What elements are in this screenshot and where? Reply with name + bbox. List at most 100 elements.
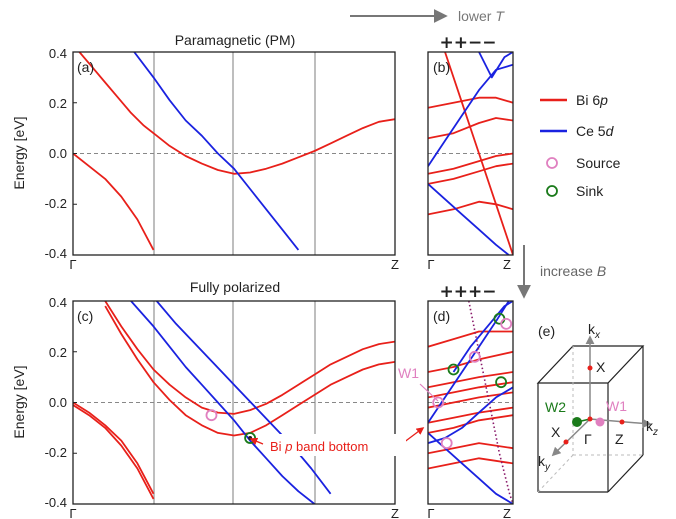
svg-text:Bi p band bottom: Bi p band bottom: [270, 439, 368, 454]
panel-c-xtick: Z: [391, 506, 399, 519]
bi-band: [78, 52, 395, 175]
panel-b-label: (b): [433, 59, 450, 75]
dotted-band: [468, 301, 513, 504]
ce-band: [452, 301, 513, 373]
panel-d: +++− Γ Z (d): [427, 282, 514, 519]
svg-text:Bi 6p: Bi 6p: [576, 92, 608, 108]
bi-band: [104, 305, 395, 437]
svg-text:increase B: increase B: [540, 263, 606, 279]
source-marker: [205, 409, 218, 422]
panel-c-label: (c): [77, 308, 93, 324]
legend-item-sink: Sink: [546, 183, 604, 199]
lower-t-var: T: [495, 8, 505, 24]
panel-b: ++−− Γ Z (b): [427, 33, 514, 272]
panel-b-xtick: Z: [503, 257, 511, 272]
w2-point: [572, 417, 582, 427]
axes-frame: [427, 51, 514, 256]
increase-b-var: B: [597, 263, 606, 279]
source-marker: [432, 396, 445, 409]
panel-a-label: (a): [77, 59, 94, 75]
bi-band: [428, 117, 513, 140]
bi-band: [428, 152, 513, 175]
w1-callout: W1: [398, 365, 439, 402]
source-marker: [468, 350, 481, 363]
legend-item-ce: Ce 5d: [540, 123, 615, 139]
ce-band: [156, 301, 332, 495]
svg-text:kx: kx: [588, 321, 601, 341]
bz-w1: W1: [606, 398, 627, 414]
legend: Bi 6p Ce 5d Source Sink: [540, 92, 621, 199]
bi-band: [428, 442, 513, 455]
w1-point: [595, 417, 605, 427]
brillouin-zone: (e) kx kz ky X X Z Γ W2 W1: [536, 321, 658, 493]
bi-band: [428, 406, 513, 424]
bz-z: Z: [615, 431, 624, 447]
sink-marker: [447, 363, 460, 376]
increase-b-indicator: increase B: [517, 245, 606, 299]
panel-c-ytick: -0.2: [45, 445, 67, 460]
bi-band: [73, 401, 155, 495]
panel-c-ytick: 0.2: [49, 345, 67, 360]
ky-axis: [551, 418, 591, 457]
lower-t-label: lower: [458, 8, 492, 24]
annotation-rest: band bottom: [296, 439, 368, 454]
w1-label: W1: [398, 365, 419, 381]
panel-a-ytick: 0.2: [49, 96, 67, 111]
bi-band: [73, 404, 155, 500]
legend-item-source: Source: [546, 155, 621, 171]
z-point: [619, 419, 625, 425]
svg-text:(e): (e): [538, 323, 555, 339]
annotation-italic: p: [284, 439, 292, 454]
ce-band: [478, 52, 513, 79]
panel-c-ylabel: Energy [eV]: [11, 365, 27, 438]
sink-marker: [495, 376, 508, 389]
bi-band: [73, 152, 155, 251]
panel-d-xtick: Γ: [427, 506, 434, 519]
ce-band: [428, 386, 513, 444]
bi-band: [428, 414, 513, 434]
x-left-point: [563, 439, 569, 445]
bz-gamma: Γ: [584, 431, 592, 447]
svg-text:kz: kz: [646, 418, 658, 438]
bi-band: [428, 457, 513, 470]
bi-band: [428, 200, 513, 216]
bi-band: [428, 162, 513, 185]
bi-band: [428, 350, 513, 373]
svg-text:Sink: Sink: [576, 183, 604, 199]
svg-text:Ce 5d: Ce 5d: [576, 123, 615, 139]
lower-t-indicator: lower T: [350, 8, 505, 24]
bz-x-left: X: [551, 424, 561, 440]
source-marker: [500, 317, 513, 330]
panel-d-xtick: Z: [503, 506, 511, 519]
panel-c-ytick: -0.4: [45, 495, 67, 510]
band-bottom-annotation: Bi p band bottom: [249, 427, 425, 456]
annotation-text: Bi: [270, 439, 282, 454]
panel-a-ylabel: Energy [eV]: [11, 116, 27, 189]
panel-b-signs: ++−−: [440, 33, 497, 53]
bz-w2: W2: [545, 399, 566, 415]
panel-c-ytick: 0.4: [49, 295, 67, 310]
gamma-point: [587, 416, 593, 422]
panel-d-label: (d): [433, 308, 450, 324]
x-top-point: [587, 365, 593, 371]
legend-item-bi: Bi 6p: [540, 92, 608, 108]
ce-band: [133, 52, 300, 251]
panel-a-xtick: Z: [391, 257, 399, 272]
axes-frame: [427, 300, 514, 505]
panel-a-ytick: -0.2: [45, 196, 67, 211]
panel-a-ytick: 0.0: [49, 146, 67, 161]
panel-a-ytick: 0.4: [49, 46, 67, 61]
panel-c: Fully polarized Energy [eV] 0.4 0.2 0.0 …: [11, 279, 399, 519]
bi-band: [428, 96, 513, 109]
ce-band: [428, 183, 510, 255]
source-marker: [440, 437, 453, 450]
bi-band: [428, 330, 513, 348]
svg-text:Source: Source: [576, 155, 621, 171]
panel-c-ytick: 0.0: [49, 395, 67, 410]
bi-band: [444, 52, 513, 255]
panel-c-xtick: Γ: [69, 506, 76, 519]
svg-text:ky: ky: [538, 453, 551, 473]
panel-d-signs: +++−: [440, 282, 497, 302]
panel-a-ytick: -0.4: [45, 246, 67, 261]
